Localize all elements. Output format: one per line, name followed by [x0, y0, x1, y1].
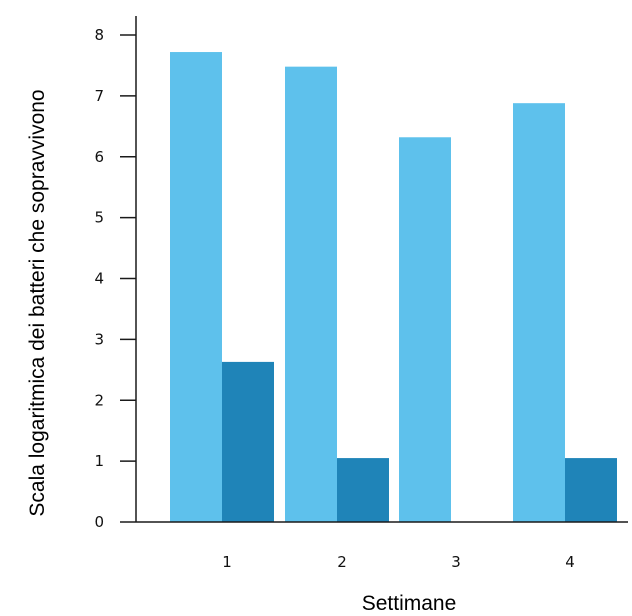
y-tick-label: 5 [94, 209, 104, 227]
bar-series-1-week-1 [170, 52, 222, 523]
y-tick-label: 6 [94, 148, 104, 166]
y-axis-title: Scala logaritmica dei batteri che soprav… [26, 89, 49, 516]
x-tick-label: 2 [337, 553, 347, 571]
bar-series-2-week-2 [337, 458, 389, 522]
y-tick-label: 1 [94, 452, 104, 470]
x-axis-ticks: 1 2 3 4 [222, 553, 575, 571]
bars-group [170, 52, 617, 523]
y-tick-label: 4 [94, 270, 104, 288]
bar-series-1-week-2 [285, 66, 337, 522]
x-tick-label: 1 [222, 553, 232, 571]
x-tick-label: 3 [451, 553, 461, 571]
y-tick-label: 8 [94, 26, 104, 44]
x-tick-label: 4 [565, 553, 575, 571]
y-tick-label: 0 [94, 513, 104, 531]
y-axis-ticks: 0 1 2 3 4 5 6 7 8 [94, 26, 136, 531]
bar-series-1-week-3 [399, 137, 451, 522]
y-tick-label: 2 [94, 391, 104, 409]
y-tick-label: 7 [94, 87, 104, 105]
bar-series-2-week-1 [222, 361, 274, 522]
bar-series-1-week-4 [513, 103, 565, 523]
x-axis-title: Settimane [362, 592, 457, 615]
bar-series-2-week-4 [565, 458, 617, 522]
y-tick-label: 3 [94, 330, 104, 348]
